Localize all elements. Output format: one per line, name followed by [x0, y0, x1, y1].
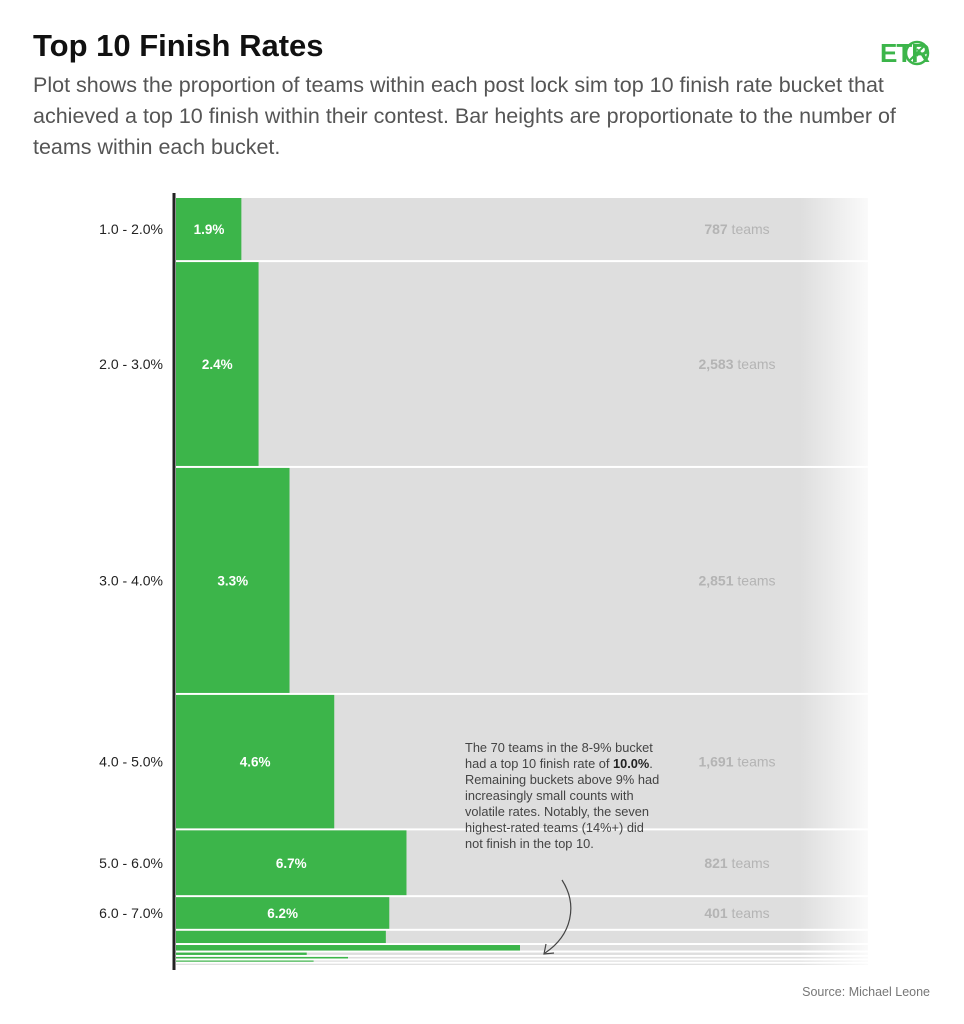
etr-logo: ETR	[880, 36, 932, 76]
rate-bar	[176, 467, 290, 693]
bucket-label: 1.0 - 2.0%	[99, 221, 163, 237]
bucket-background	[176, 262, 868, 466]
rate-label: 2.4%	[202, 357, 233, 372]
team-count-label: 821 teams	[704, 855, 769, 871]
rate-bar	[176, 694, 335, 829]
bucket-background	[176, 198, 868, 261]
bucket-background	[176, 945, 868, 951]
right-fade-overlay	[800, 194, 880, 970]
bucket-background	[176, 963, 868, 965]
bucket-background	[176, 467, 868, 693]
annotation-arrow-head	[543, 943, 555, 955]
chart-title: Top 10 Finish Rates	[33, 28, 324, 63]
team-count-label: 787 teams	[704, 221, 769, 237]
rate-bar	[176, 960, 314, 962]
bucket-background	[176, 960, 868, 962]
bucket-background	[176, 952, 868, 955]
team-count-label: 401 teams	[704, 905, 769, 921]
rate-label: 1.9%	[194, 222, 225, 237]
team-count-label: 2,583 teams	[698, 356, 775, 372]
bucket-labels: 1.0 - 2.0% 2.0 - 3.0% 3.0 - 4.0% 4.0 - 5.0%…	[99, 221, 163, 921]
annotation-text-start: The 70 teams in the 8-9% bucket had a to…	[465, 740, 653, 771]
team-count-labels: 787 teams 2,583 teams 2,851 teams 1,691 tea…	[698, 221, 775, 921]
bucket-label: 4.0 - 5.0%	[99, 754, 163, 770]
bucket-background	[176, 956, 868, 959]
source-credit: Source: Michael Leone	[802, 985, 930, 999]
annotation-highlight: 10.0%	[612, 756, 650, 771]
annotation-note: The 70 teams in the 8-9% bucket had a to…	[465, 740, 665, 852]
rate-bar	[176, 956, 348, 959]
rate-label: 4.6%	[240, 755, 271, 770]
rate-bar	[176, 830, 407, 896]
chart-subtitle: Plot shows the proportion of teams withi…	[33, 73, 896, 159]
rate-bars: 1.9% 2.4% 3.3% 4.6% 6.7% 6.2%	[176, 198, 520, 962]
bucket-label: 2.0 - 3.0%	[99, 356, 163, 372]
rate-bar	[176, 952, 307, 955]
bucket-label: 5.0 - 6.0%	[99, 855, 163, 871]
rate-bar	[176, 945, 520, 951]
team-count-label: 2,851 teams	[698, 572, 775, 588]
rate-bar	[176, 198, 242, 261]
rate-label: 3.3%	[217, 573, 248, 588]
bucket-label: 3.0 - 4.0%	[99, 572, 163, 588]
bucket-label: 6.0 - 7.0%	[99, 905, 163, 921]
annotation-text-end: . Remaining buckets above 9% had increas…	[465, 756, 660, 851]
team-count-label: 1,691 teams	[698, 754, 775, 770]
rate-bar	[176, 897, 390, 929]
rate-bar	[176, 262, 259, 466]
rate-label: 6.7%	[276, 856, 307, 871]
rate-bar	[176, 930, 386, 944]
rate-label: 6.2%	[267, 906, 298, 921]
football-icon	[904, 40, 930, 66]
annotation-arrow	[544, 879, 572, 954]
